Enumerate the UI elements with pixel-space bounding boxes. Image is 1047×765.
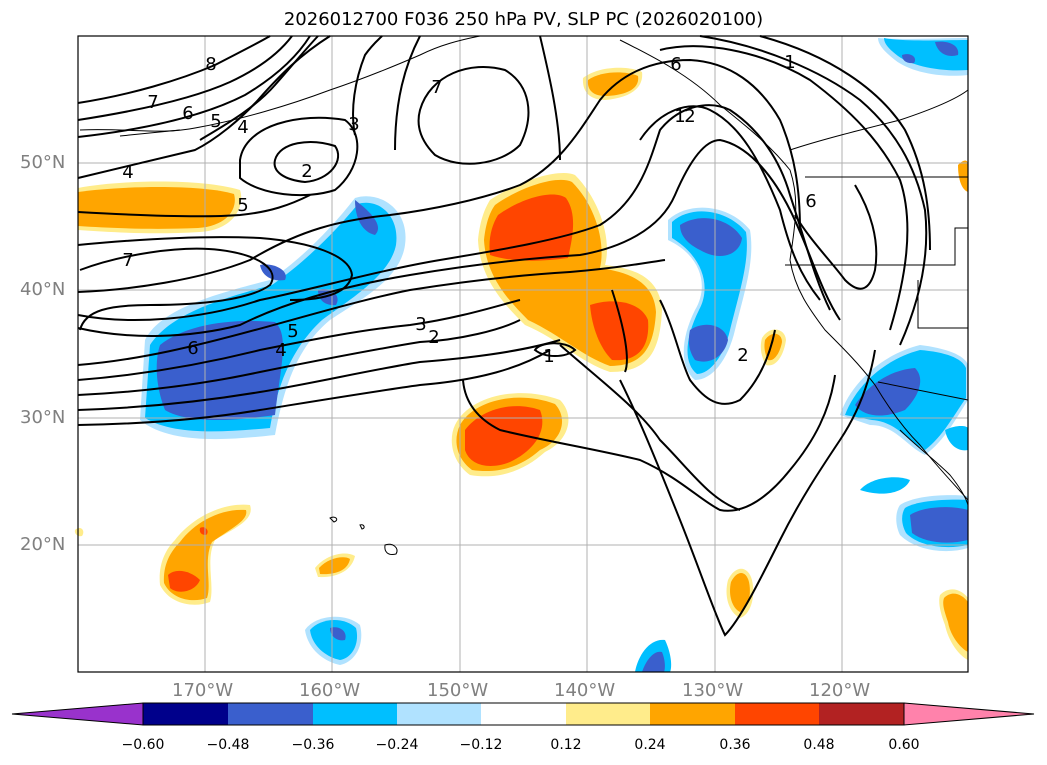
contour-label: 7 [147,92,158,113]
contour-label: 6 [182,103,193,124]
contour-label: 5 [287,321,298,342]
colorbar-bin [650,703,735,725]
lon-label: 150°W [427,680,489,701]
colorbar-extend-low [11,702,144,726]
colorbar-bin [481,703,566,725]
contour-label: 8 [205,54,216,75]
colorbar-tick-label: 0.24 [634,737,666,753]
colorbar-extend-high [903,702,1035,726]
colorbar-tick-label: 0.12 [550,737,582,753]
plot-title: 2026012700 F036 250 hPa PV, SLP PC (2026… [283,9,764,30]
contour-label: 1 [543,346,554,367]
contour-label: 5 [237,195,248,216]
colorbar-bin [397,703,481,725]
colorbar-bin [566,703,650,725]
lon-label: 120°W [809,680,871,701]
coastlines [79,35,969,555]
colorbar-tick-label: −0.60 [121,737,165,753]
colorbar-tick-label: −0.24 [375,737,419,753]
colorbar-tick-label: −0.48 [206,737,250,753]
contour-label: 4 [275,340,286,361]
map-frame [77,35,969,673]
lon-label: 140°W [554,680,616,701]
contour-label: 3 [415,314,426,335]
contour-label: 2 [684,106,695,127]
contour-label: 1 [784,52,795,73]
contour-label: 4 [237,117,248,138]
lat-label: 40°N [20,279,66,300]
contour-label: 7 [431,77,442,98]
colorbar-bin [228,703,313,725]
contour-label: 2 [737,345,748,366]
colorbar-bin [735,703,819,725]
lat-label: 50°N [20,152,66,173]
colorbar-bin [143,703,228,725]
contour-label: 2 [428,327,439,348]
contour-label: 6 [670,54,681,75]
colorbar-tick-label: 0.60 [888,737,920,753]
contour-label: 2 [301,161,312,182]
contour-label: 6 [805,191,816,212]
contour-label: 7 [122,250,133,271]
colorbar [11,702,1035,726]
colorbar-bin [313,703,397,725]
contour-label: 3 [348,114,359,135]
map-grid [78,36,968,672]
colorbar-tick-label: 0.48 [803,737,835,753]
contour-label: 5 [210,111,221,132]
contour-label: 1 [674,106,685,127]
pv-shading [74,38,968,672]
contour-labels: 8 7 6 5 4 3 2 7 1 2 6 4 5 7 6 4 5 3 2 1 … [122,52,816,367]
lon-label: 170°W [172,680,234,701]
lon-label: 160°W [299,680,361,701]
colorbar-tick-label: −0.36 [291,737,335,753]
colorbar-tick-label: 0.36 [719,737,751,753]
contour-label: 4 [122,162,133,183]
lon-label: 130°W [682,680,744,701]
lat-label: 20°N [20,534,66,555]
colorbar-bin [819,703,904,725]
colorbar-tick-label: −0.12 [459,737,503,753]
lat-label: 30°N [20,407,66,428]
slp-contours [77,35,931,637]
contour-label: 6 [187,338,198,359]
